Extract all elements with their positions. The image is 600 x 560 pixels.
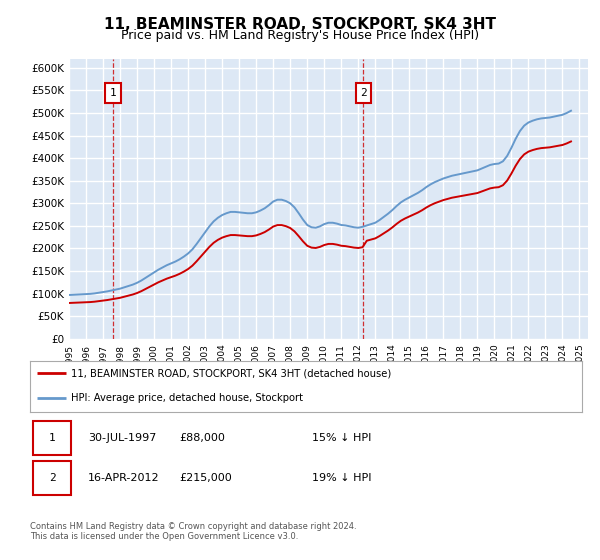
- Bar: [33, 460, 71, 495]
- Text: £88,000: £88,000: [179, 433, 225, 443]
- Text: 16-APR-2012: 16-APR-2012: [88, 473, 160, 483]
- Text: Price paid vs. HM Land Registry's House Price Index (HPI): Price paid vs. HM Land Registry's House …: [121, 29, 479, 42]
- Text: 11, BEAMINSTER ROAD, STOCKPORT, SK4 3HT: 11, BEAMINSTER ROAD, STOCKPORT, SK4 3HT: [104, 17, 496, 32]
- Text: 11, BEAMINSTER ROAD, STOCKPORT, SK4 3HT (detached house): 11, BEAMINSTER ROAD, STOCKPORT, SK4 3HT …: [71, 368, 392, 379]
- Text: 1: 1: [49, 433, 55, 443]
- Text: 1: 1: [110, 88, 116, 97]
- Bar: [105, 83, 121, 102]
- Text: 15% ↓ HPI: 15% ↓ HPI: [311, 433, 371, 443]
- Text: 2: 2: [360, 88, 367, 97]
- Text: £215,000: £215,000: [179, 473, 232, 483]
- Text: 30-JUL-1997: 30-JUL-1997: [88, 433, 157, 443]
- Text: 2: 2: [49, 473, 55, 483]
- Text: HPI: Average price, detached house, Stockport: HPI: Average price, detached house, Stoc…: [71, 394, 304, 404]
- Text: 19% ↓ HPI: 19% ↓ HPI: [311, 473, 371, 483]
- Bar: [356, 83, 371, 102]
- Bar: [33, 421, 71, 455]
- Text: Contains HM Land Registry data © Crown copyright and database right 2024.
This d: Contains HM Land Registry data © Crown c…: [30, 522, 356, 542]
